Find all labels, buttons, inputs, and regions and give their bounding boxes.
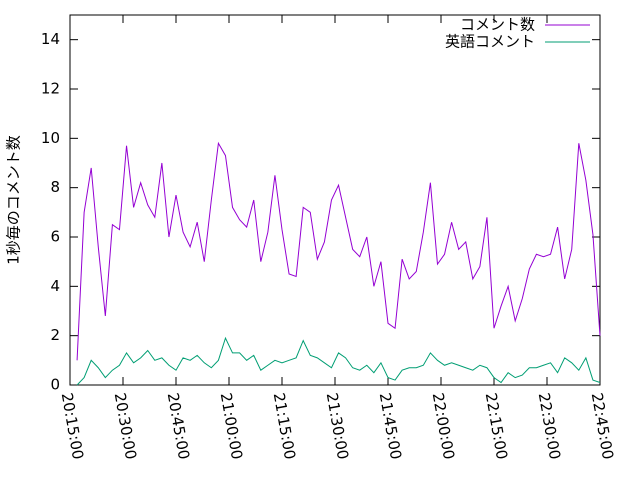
y-tick-label: 8	[50, 178, 60, 196]
y-tick-label: 14	[41, 30, 60, 48]
x-tick-label: 21:15:00	[270, 391, 299, 460]
x-tick-label: 21:30:00	[323, 391, 352, 460]
data-line	[76, 141, 601, 361]
y-tick-label: 0	[50, 376, 60, 394]
y-tick-label: 2	[50, 326, 60, 344]
y-tick-label: 4	[50, 277, 60, 295]
x-tick-label: 20:30:00	[111, 391, 140, 460]
data-line	[76, 336, 601, 386]
plot-frame	[69, 14, 601, 386]
x-tick-label: 21:00:00	[217, 391, 246, 460]
legend-label: コメント数	[460, 16, 535, 34]
y-tick-label: 12	[41, 80, 60, 98]
x-tick-label: 22:00:00	[429, 391, 458, 460]
y-tick-label: 6	[50, 228, 60, 246]
y-axis-label: 1秒毎のコメント数	[5, 135, 23, 265]
x-tick-label: 22:45:00	[588, 391, 617, 460]
y-tick-label: 10	[41, 129, 60, 147]
legend-label: 英語コメント	[445, 33, 535, 51]
x-tick-label: 22:30:00	[535, 391, 564, 460]
x-tick-label: 20:15:00	[58, 391, 87, 460]
x-tick-label: 21:45:00	[376, 391, 405, 460]
x-tick-label: 22:15:00	[482, 391, 511, 460]
x-tick-label: 20:45:00	[164, 391, 193, 460]
